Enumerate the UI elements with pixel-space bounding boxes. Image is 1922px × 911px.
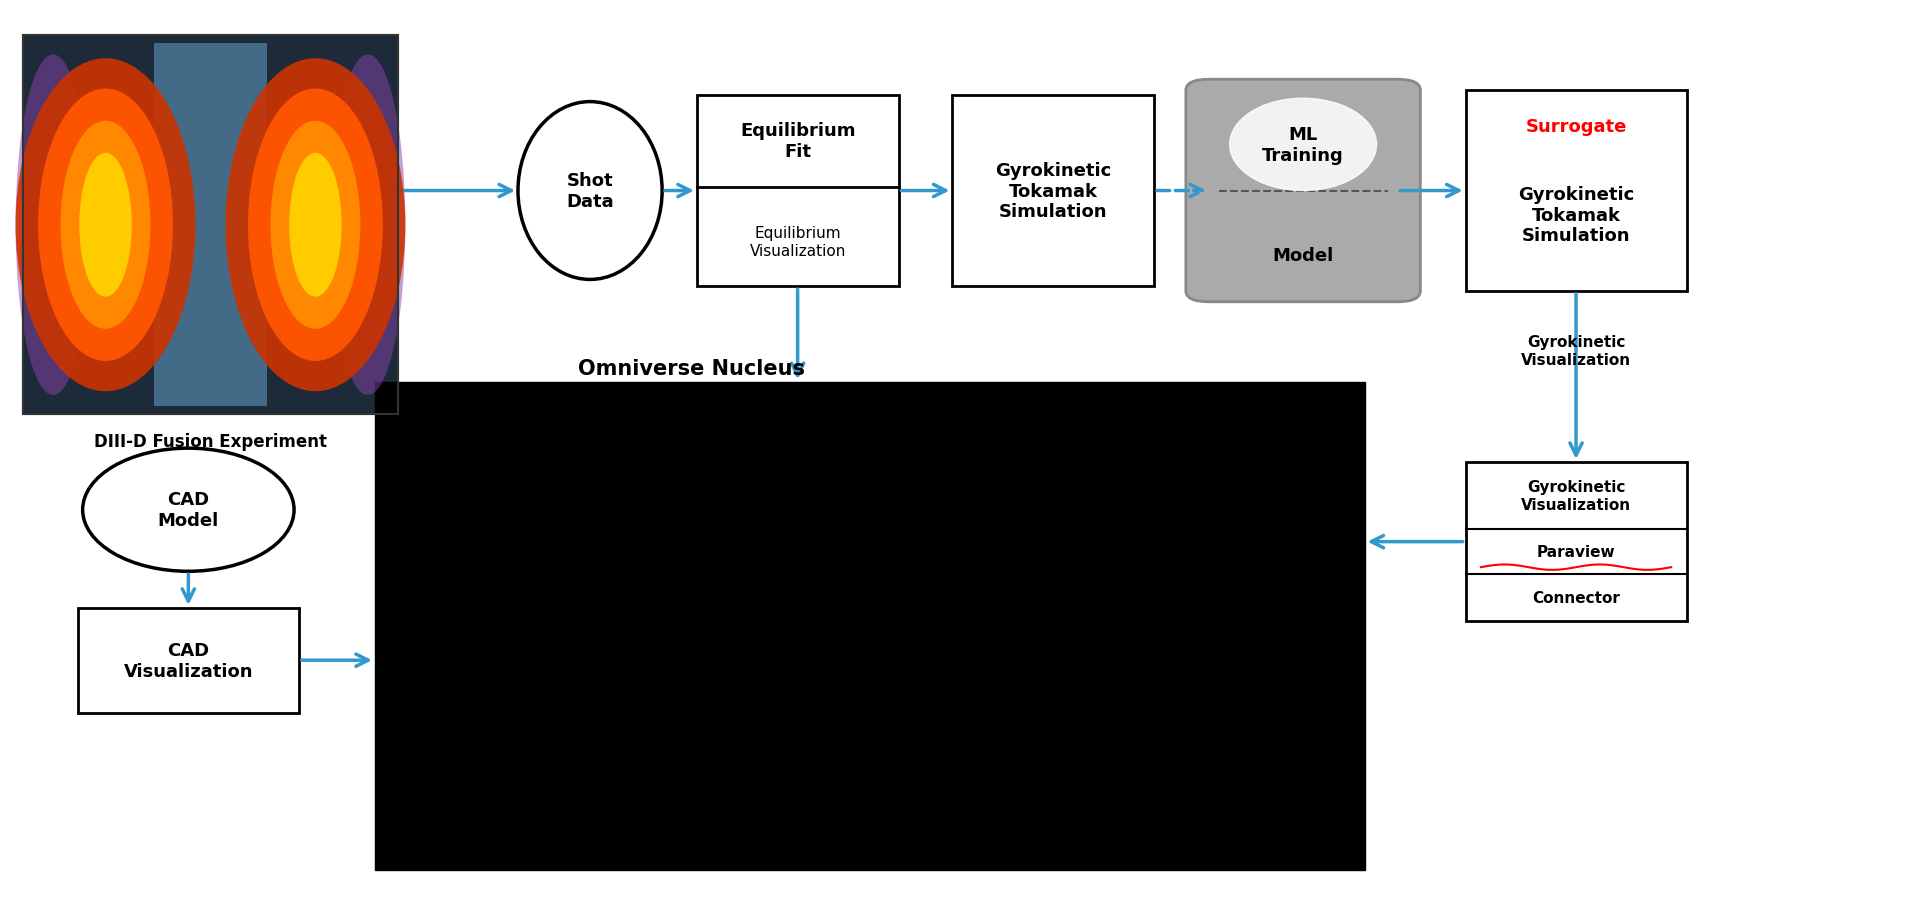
FancyBboxPatch shape [154, 44, 267, 407]
Text: Model: Model [1272, 247, 1334, 264]
Text: Paraview: Paraview [1538, 544, 1614, 559]
Ellipse shape [38, 89, 173, 362]
Ellipse shape [288, 154, 342, 297]
Ellipse shape [15, 59, 196, 392]
Text: ML
Training: ML Training [1263, 126, 1343, 165]
Ellipse shape [517, 103, 661, 281]
FancyBboxPatch shape [1186, 80, 1420, 302]
Text: Omniverse Nucleus: Omniverse Nucleus [579, 359, 805, 379]
Ellipse shape [1230, 99, 1376, 191]
Text: Gyrokinetic
Visualization: Gyrokinetic Visualization [1520, 335, 1632, 367]
FancyBboxPatch shape [1465, 463, 1688, 621]
Text: CAD
Model: CAD Model [158, 491, 219, 529]
Ellipse shape [271, 121, 361, 330]
Text: Gyrokinetic
Tokamak
Simulation: Gyrokinetic Tokamak Simulation [1518, 186, 1634, 245]
FancyBboxPatch shape [23, 36, 398, 415]
Ellipse shape [79, 154, 133, 297]
Text: Shot
Data: Shot Data [567, 172, 613, 210]
Ellipse shape [62, 121, 150, 330]
Text: CAD
Visualization: CAD Visualization [123, 641, 254, 680]
Ellipse shape [225, 59, 406, 392]
FancyBboxPatch shape [1465, 91, 1688, 292]
Ellipse shape [83, 448, 294, 572]
Text: Gyrokinetic
Tokamak
Simulation: Gyrokinetic Tokamak Simulation [996, 161, 1111, 221]
Ellipse shape [331, 56, 406, 395]
Text: Surrogate: Surrogate [1526, 118, 1626, 136]
Text: Connector: Connector [1532, 590, 1620, 605]
Text: DIII-D Fusion Experiment: DIII-D Fusion Experiment [94, 433, 327, 451]
Text: Equilibrium
Visualization: Equilibrium Visualization [750, 226, 846, 259]
FancyBboxPatch shape [375, 383, 1365, 870]
Text: Gyrokinetic
Visualization: Gyrokinetic Visualization [1520, 479, 1632, 512]
Ellipse shape [248, 89, 382, 362]
FancyBboxPatch shape [698, 96, 899, 287]
FancyBboxPatch shape [953, 96, 1153, 287]
Ellipse shape [15, 56, 90, 395]
Text: Equilibrium
Fit: Equilibrium Fit [740, 122, 855, 161]
FancyBboxPatch shape [79, 609, 300, 712]
